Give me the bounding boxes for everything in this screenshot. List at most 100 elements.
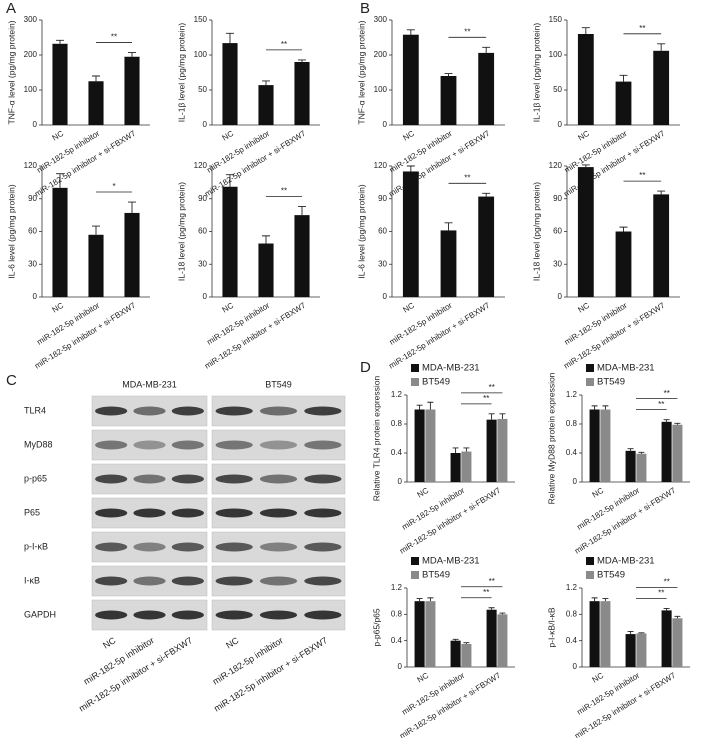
error-bar [416,404,423,410]
y-tick-label: 30 [553,259,562,268]
bar [425,409,436,482]
y-tick-label: 100 [194,50,208,59]
blot-band [215,474,253,484]
y-tick-label: 0.4 [566,636,578,645]
error-bar [226,32,234,44]
significance-label: ** [281,40,287,49]
bar [450,640,461,667]
y-tick-label: 150 [549,15,563,24]
error-bar [581,27,590,34]
bar [577,167,594,297]
y-tick-label: 0.8 [566,419,578,428]
blot-band [304,542,342,552]
y-tick-label: 50 [553,85,562,94]
legend-swatch [411,571,419,579]
y-tick-label: 1.2 [566,390,578,399]
legend-swatch [411,557,419,565]
error-bar [463,642,470,644]
bar [440,230,457,297]
blot-band [259,440,298,450]
y-tick-label: 60 [198,227,207,236]
error-bar [482,192,491,197]
legend-swatch [586,378,594,386]
error-bar [444,73,453,76]
blot-band [259,576,298,586]
bar [589,409,600,482]
error-bar [602,598,609,602]
error-bar [674,422,681,425]
bar [600,409,611,482]
y-tick-label: 1.2 [566,583,578,592]
error-bar [663,419,670,422]
error-bar [619,74,628,82]
error-bar [416,598,423,602]
blot-band [133,576,166,586]
x-tick-label: NC [576,129,591,143]
legend-swatch [586,364,594,372]
blot-band [304,406,342,416]
y-tick-label: 90 [553,194,562,203]
blot-band [133,406,166,416]
y-tick-label: 300 [374,15,388,24]
x-tick-label: miR-182-5p inhibitor [388,129,454,175]
blot-band [133,542,166,552]
y-tick-label: 0.8 [566,609,578,618]
legend-label: BT549 [597,377,625,388]
legend-swatch [586,557,594,565]
error-bar [406,165,415,172]
cell-line-label: MDA-MB-231 [122,379,177,389]
bar [486,609,497,667]
y-tick-label: 0 [383,292,388,301]
x-tick-label: miR-182-5p inhibitor [563,129,629,175]
blot-band [304,576,342,586]
bar [653,194,670,297]
error-bar [128,201,136,213]
significance-label: ** [664,578,670,587]
bar [222,43,238,125]
y-tick-label: 0.4 [566,448,578,457]
blot-band [215,610,253,620]
bar [478,196,495,297]
significance-label: ** [489,577,495,586]
bar [294,215,310,297]
y-tick-label: 60 [553,227,562,236]
y-tick-label: 0.4 [391,636,403,645]
legend-swatch [411,364,419,372]
bar [414,601,425,667]
error-bar [591,405,598,410]
blot-band [215,542,253,552]
y-tick-label: 0 [383,120,388,129]
blot-band [171,542,204,552]
error-bar [627,448,634,451]
legend-label: MDA-MB-231 [597,363,655,374]
y-tick-label: 0 [203,292,208,301]
y-tick-label: 200 [24,50,38,59]
blot-band [95,440,128,450]
lane-label: miR-182-5p inhibitor [211,635,285,686]
bar [672,424,683,482]
significance-label: ** [464,27,470,36]
y-tick-label: 120 [194,161,208,170]
y-tick-label: 120 [24,161,38,170]
blot-band [95,508,128,518]
x-tick-label: NC [401,301,416,315]
bar [661,610,672,667]
error-bar [488,413,495,420]
y-tick-label: 30 [28,259,37,268]
x-tick-label: NC [401,129,416,143]
bar [486,419,497,482]
error-bar [638,632,645,634]
y-tick-label: 90 [28,194,37,203]
y-tick-label: 0.8 [391,419,403,428]
bar [222,186,238,297]
protein-label: p-p65 [24,473,47,483]
bar [88,234,104,297]
significance-label: ** [489,383,495,392]
y-axis-label: IL-18 level (pg/mg protein) [531,182,541,281]
legend-label: BT549 [422,570,450,581]
bar [577,34,594,125]
blot-band [259,610,298,620]
blot-band [259,542,298,552]
error-bar [482,46,491,53]
